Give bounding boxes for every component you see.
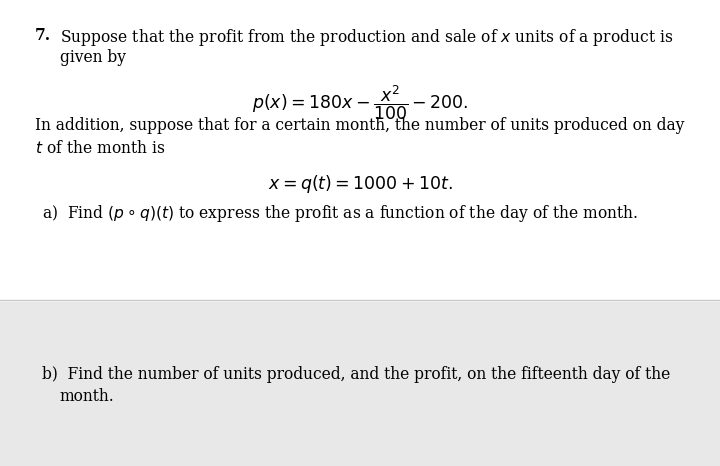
Text: given by: given by xyxy=(60,49,126,66)
Text: $\mathit{t}$ of the month is: $\mathit{t}$ of the month is xyxy=(35,140,165,157)
Text: month.: month. xyxy=(60,388,114,404)
Text: $x = q(t) = 1000 + 10t.$: $x = q(t) = 1000 + 10t.$ xyxy=(268,173,452,195)
Text: a)  Find $(p \circ q)(t)$ to express the profit as a function of the day of the : a) Find $(p \circ q)(t)$ to express the … xyxy=(42,203,638,224)
Text: In addition, suppose that for a certain month, the number of units produced on d: In addition, suppose that for a certain … xyxy=(35,117,684,134)
Text: 7.: 7. xyxy=(35,27,50,44)
Text: b)  Find the number of units produced, and the profit, on the fifteenth day of t: b) Find the number of units produced, an… xyxy=(42,366,670,383)
Text: Suppose that the profit from the production and sale of $\mathit{x}$ units of a : Suppose that the profit from the product… xyxy=(60,27,673,48)
Bar xyxy=(0,302,720,466)
Text: $p(x) = 180x - \dfrac{x^2}{100} - 200.$: $p(x) = 180x - \dfrac{x^2}{100} - 200.$ xyxy=(252,84,468,123)
